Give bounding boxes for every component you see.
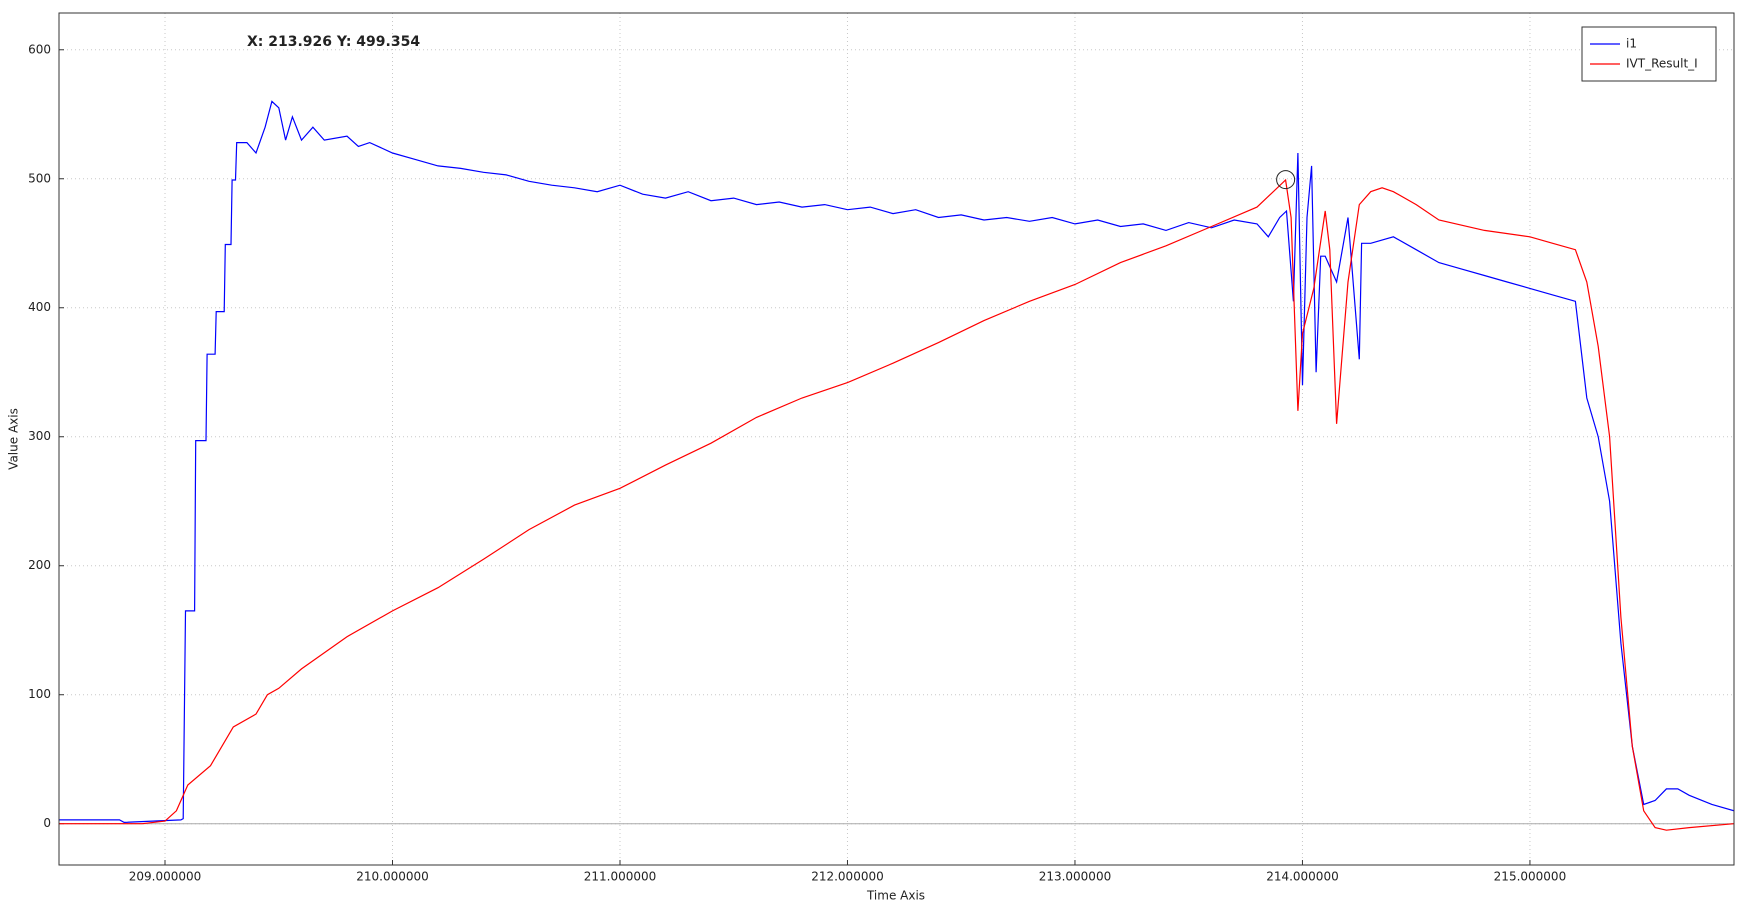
x-tick-label: 211.000000 bbox=[584, 870, 657, 884]
y-tick-label: 100 bbox=[28, 687, 51, 701]
x-axis-label: Time Axis bbox=[866, 889, 925, 903]
y-tick-label: 600 bbox=[28, 42, 51, 56]
x-tick-label: 214.000000 bbox=[1266, 870, 1339, 884]
x-tick-label: 209.000000 bbox=[129, 870, 202, 884]
x-tick-label: 212.000000 bbox=[811, 870, 884, 884]
x-tick-label: 213.000000 bbox=[1039, 870, 1112, 884]
y-tick-label: 400 bbox=[28, 300, 51, 314]
y-tick-label: 200 bbox=[28, 558, 51, 572]
x-tick-label: 210.000000 bbox=[356, 870, 429, 884]
legend-label: IVT_Result_I bbox=[1626, 57, 1698, 71]
y-tick-label: 500 bbox=[28, 171, 51, 185]
legend-box bbox=[1581, 26, 1717, 82]
legend-label: i1 bbox=[1626, 37, 1637, 51]
plot-frame bbox=[58, 12, 1735, 866]
cursor-marker bbox=[1276, 170, 1296, 190]
x-tick-label: 215.000000 bbox=[1494, 870, 1567, 884]
series-line bbox=[59, 178, 1734, 831]
series-line bbox=[59, 100, 1734, 824]
y-tick-label: 0 bbox=[43, 816, 51, 830]
y-axis-label: Value Axis bbox=[7, 408, 21, 470]
y-tick-label: 300 bbox=[28, 429, 51, 443]
cursor-label: X: 213.926 Y: 499.354 bbox=[247, 34, 420, 50]
